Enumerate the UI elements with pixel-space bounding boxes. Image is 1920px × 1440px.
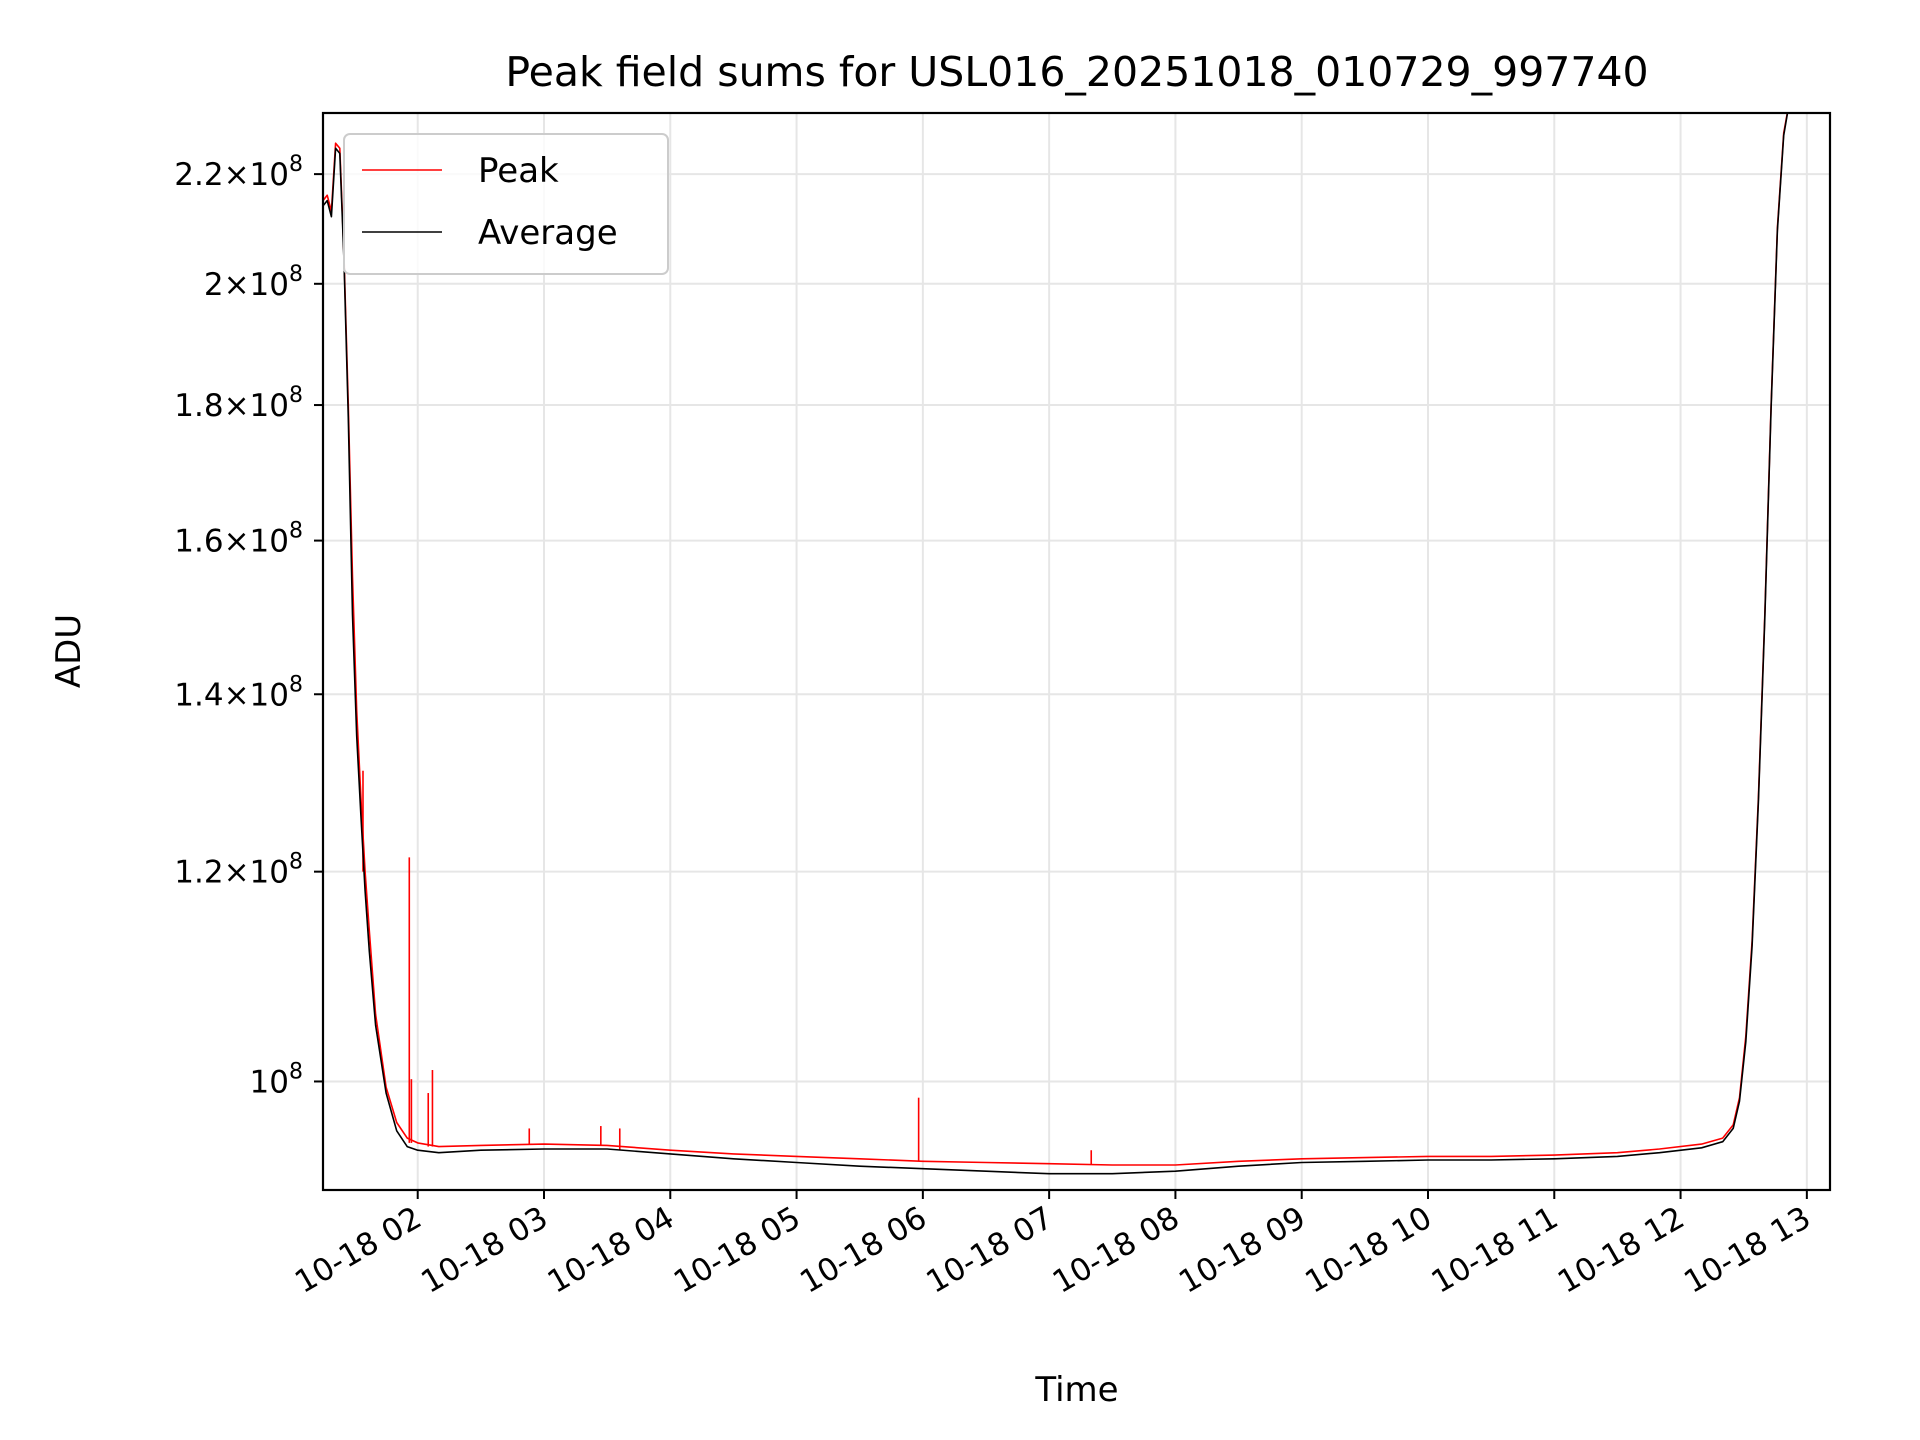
y-tick-label: 2×108: [204, 262, 303, 303]
y-axis-label: ADU: [49, 614, 89, 688]
y-axis: 108 1.2×108 1.4×108 1.6×108 1.8×108 2×108 2.2×…: [174, 152, 323, 1100]
x-axis-label: Time: [1034, 1370, 1118, 1410]
y-tick-label: 1.4×108: [174, 672, 303, 713]
y-tick-label: 2.2×108: [174, 152, 303, 193]
legend-box: [343, 133, 669, 275]
chart-title: Peak field sums for USL016_20251018_0107…: [505, 48, 1648, 96]
grid: [323, 113, 1830, 1190]
y-tick-label: 1.8×108: [174, 383, 303, 424]
legend-label-average: Average: [478, 213, 618, 253]
y-tick-label: 1.2×108: [174, 850, 303, 891]
plot-area: [323, 113, 1789, 1175]
legend-label-peak: Peak: [478, 151, 559, 191]
y-tick-label: 1.6×108: [174, 519, 303, 560]
y-tick-label: 108: [250, 1059, 303, 1100]
series-line-average: [323, 113, 1789, 1175]
plot-frame: [321, 111, 1832, 1192]
legend: Peak Average: [343, 133, 669, 275]
